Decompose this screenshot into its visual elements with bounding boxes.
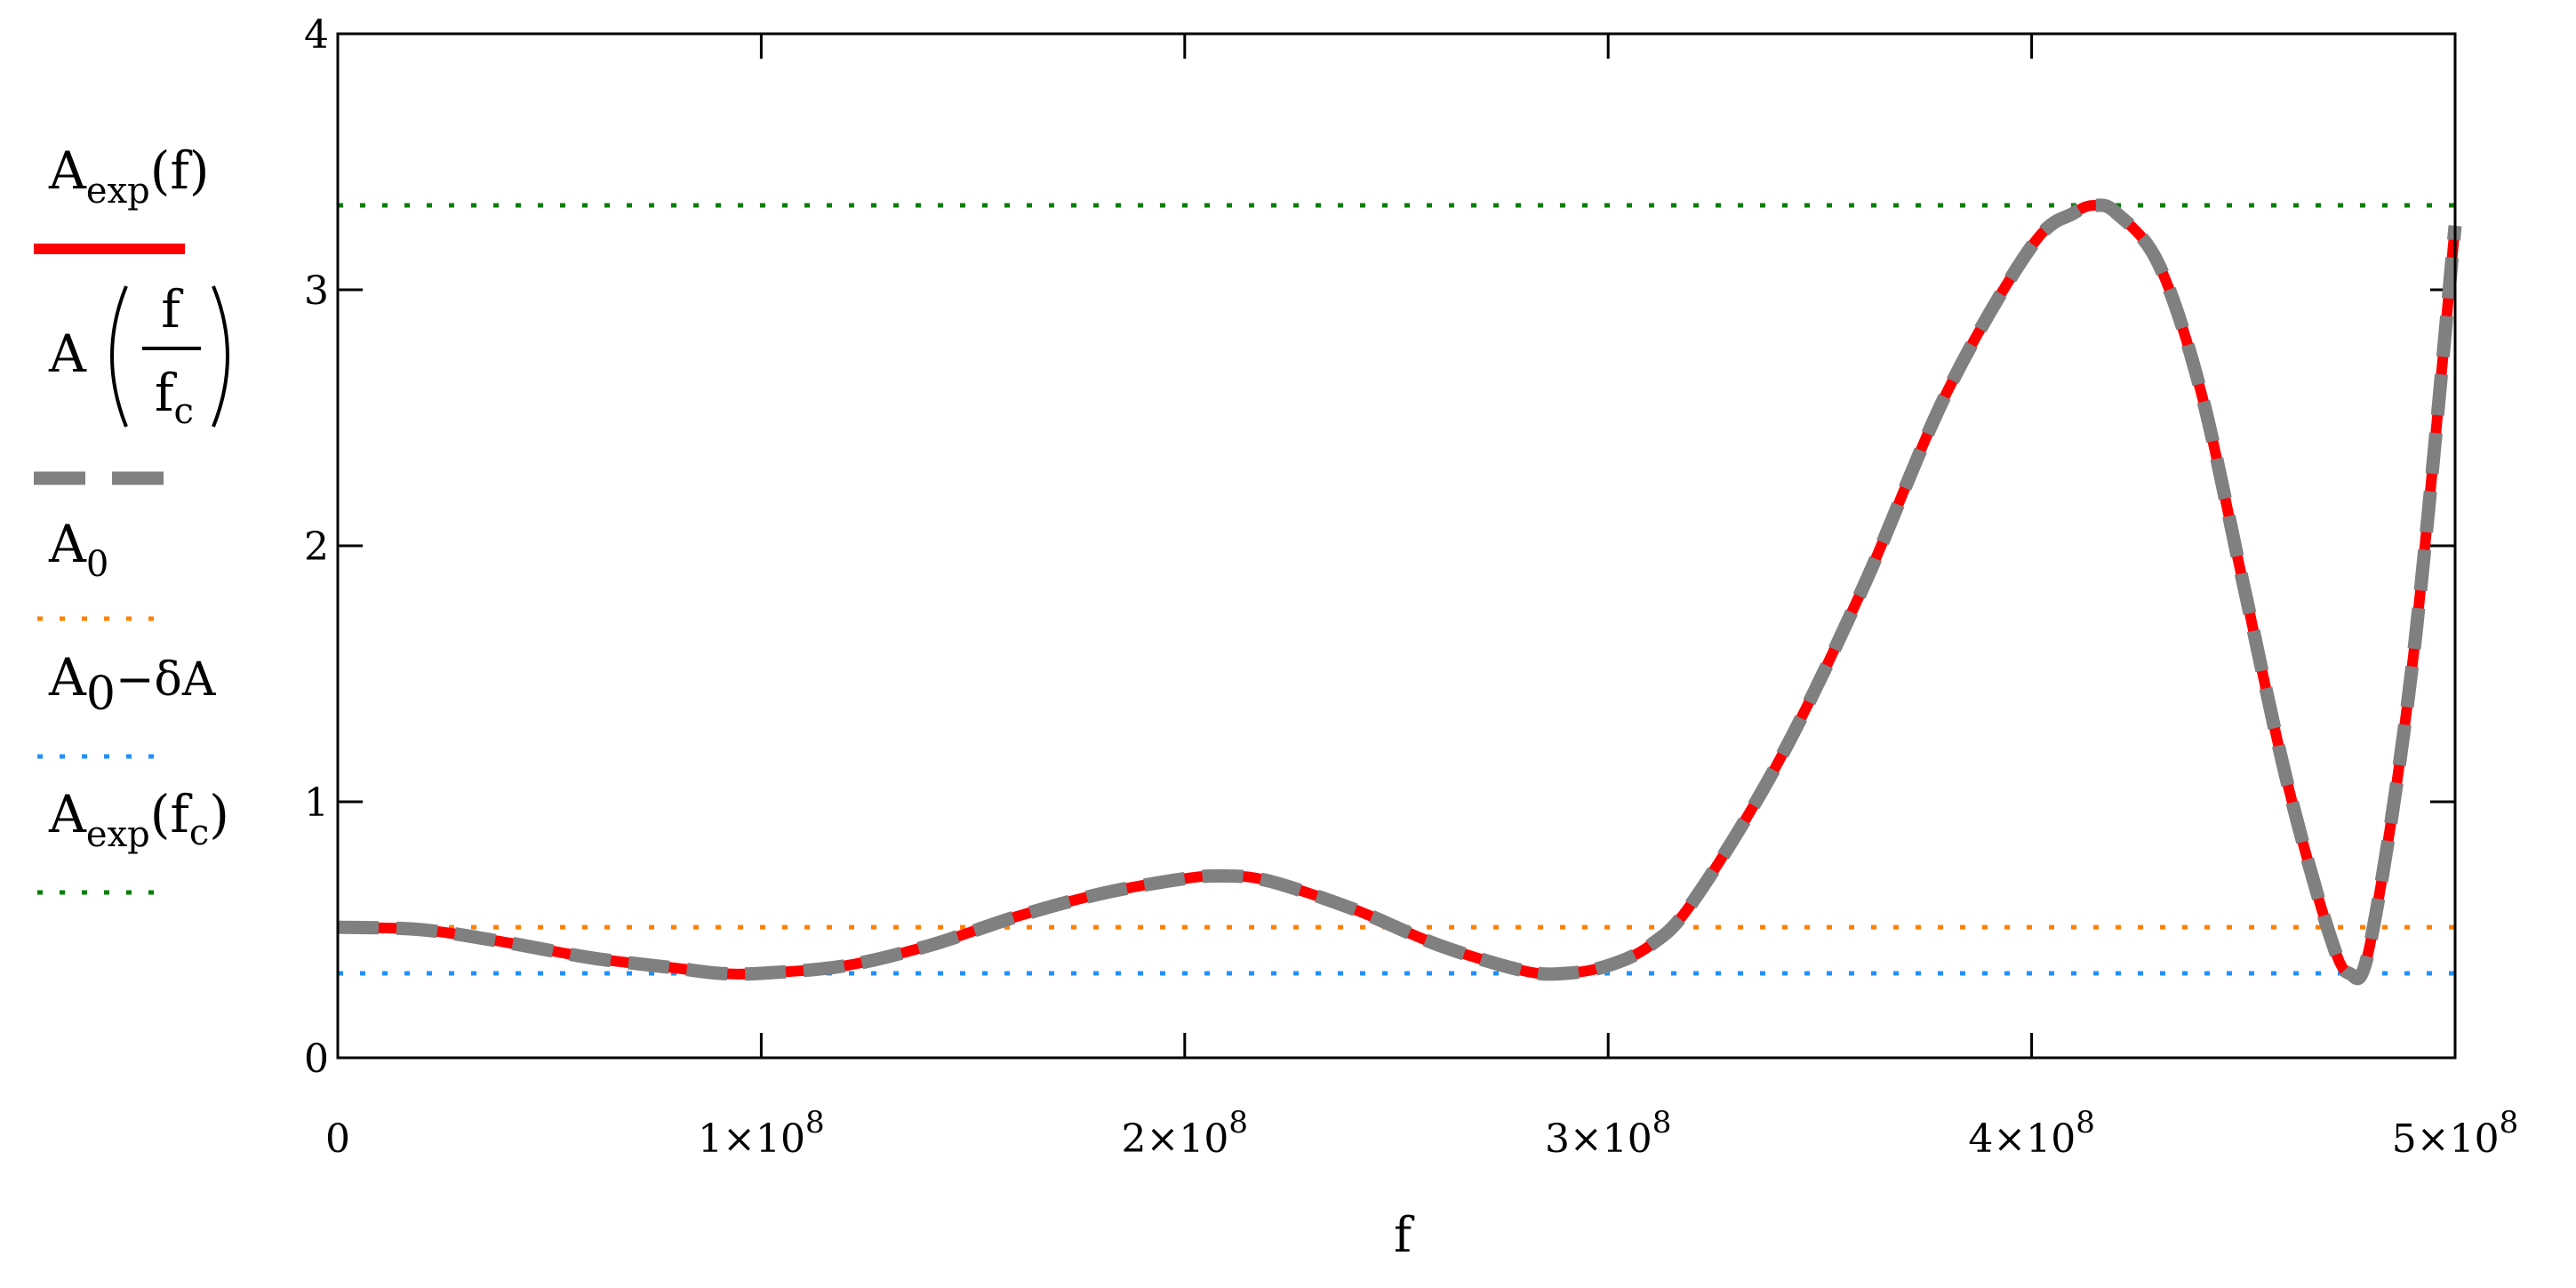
legend-label-4: Aexp(fc) xyxy=(48,784,229,855)
tick-marks xyxy=(336,32,2457,1060)
x-tick-label-0: 0 xyxy=(325,1116,350,1162)
legend-paren-right xyxy=(212,285,229,428)
y-tick-label-0: 0 xyxy=(304,1036,329,1082)
series-line-1 xyxy=(337,198,2462,986)
x-tick-label-5: 5×108 xyxy=(2392,1105,2519,1162)
x-axis-label: f xyxy=(1394,1207,1415,1263)
y-tick-label-2: 2 xyxy=(304,524,329,570)
series-line-0 xyxy=(337,199,2460,984)
legend-label-1: A xyxy=(48,324,87,384)
y-tick-label-4: 4 xyxy=(304,12,329,58)
legend-fraction-num: f xyxy=(161,279,183,340)
legend-fraction-den: fc xyxy=(155,363,194,432)
plot-series xyxy=(337,198,2462,986)
x-tick-label-2: 2×108 xyxy=(1122,1105,1249,1162)
y-tick-label-3: 3 xyxy=(304,268,329,314)
y-tick-label-1: 1 xyxy=(304,780,329,826)
legend-paren-left xyxy=(110,285,128,428)
x-tick-label-3: 3×108 xyxy=(1545,1105,1672,1162)
plot-frame xyxy=(336,32,2457,1060)
legend: Aexp(f) Af fc A0 A0−δA Aexp(fc) xyxy=(34,140,229,895)
legend-label-2: A0 xyxy=(48,514,108,585)
y-tick-labels: 0 1 2 3 4 xyxy=(304,12,329,1082)
x-tick-label-1: 1×108 xyxy=(698,1105,825,1162)
x-tick-labels: 0 1×108 2×108 3×108 4×108 5×108 xyxy=(325,1105,2518,1162)
legend-label-3: A0−δA xyxy=(48,647,217,721)
x-tick-label-4: 4×108 xyxy=(1968,1105,2095,1162)
legend-label-0: Aexp(f) xyxy=(48,140,209,212)
